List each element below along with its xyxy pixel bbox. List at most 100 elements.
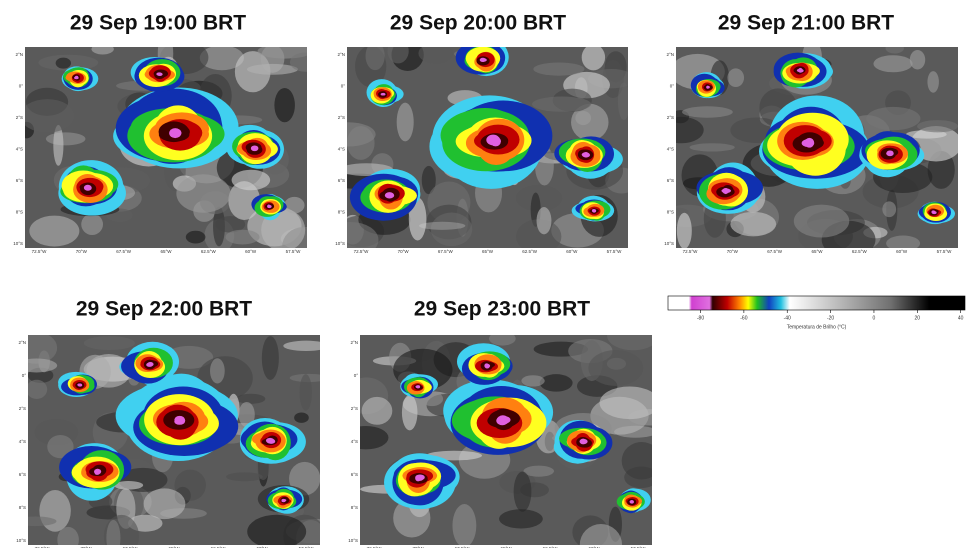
lon-label: 65°W — [811, 249, 823, 254]
lon-label: 60°W — [245, 249, 257, 254]
colorbar-tick-label: 20 — [915, 315, 921, 321]
cloud-texture — [231, 169, 271, 191]
cloud-texture — [247, 514, 307, 545]
satellite-image — [360, 335, 652, 545]
convective-cloud — [579, 438, 587, 445]
cloud-texture — [533, 62, 585, 76]
cloud-texture — [873, 55, 913, 73]
cloud-texture — [185, 230, 206, 244]
cloud-texture — [581, 47, 606, 71]
lat-label: 8°S — [351, 505, 358, 510]
convective-cloud — [146, 362, 153, 367]
lat-label: 4°S — [667, 147, 674, 152]
cloud-texture — [238, 401, 255, 428]
satellite-image — [676, 47, 958, 248]
cloud-texture — [544, 431, 555, 452]
lat-label: 2°S — [19, 406, 26, 411]
lat-label: 10°S — [16, 538, 26, 543]
convective-cloud — [629, 500, 634, 504]
cloud-texture — [274, 88, 295, 123]
cloud-texture — [103, 514, 140, 545]
cloud-texture — [513, 471, 532, 512]
cloud-texture — [421, 165, 436, 195]
cloud-texture — [226, 472, 263, 482]
cloud-texture — [885, 47, 904, 54]
convective-cloud — [886, 150, 894, 155]
panel-title: 29 Sep 20:00 BRT — [390, 12, 566, 35]
cloud-texture — [886, 235, 921, 248]
convective-cloud — [480, 58, 487, 62]
cloud-texture — [246, 63, 298, 75]
cloud-texture — [621, 442, 652, 480]
lat-label: 0° — [354, 373, 359, 378]
colorbar-tick-label: 40 — [958, 315, 964, 321]
convective-cloud — [484, 363, 489, 369]
cloud-texture — [617, 82, 628, 121]
lat-label: 4°S — [19, 439, 26, 444]
cloud-texture — [57, 526, 79, 545]
colorbar-tick-label: -60 — [740, 315, 747, 321]
convective-cloud — [592, 209, 597, 213]
cloud-texture — [91, 47, 114, 55]
colorbar-label: Temperatura de Brilho (°C) — [787, 324, 847, 330]
lon-label: 72.5°W — [354, 249, 370, 254]
lat-label: 2°N — [18, 340, 26, 345]
panel-title: 29 Sep 19:00 BRT — [70, 12, 246, 35]
lat-label: 8°S — [338, 210, 345, 215]
cloud-texture — [499, 509, 543, 529]
convective-cloud — [932, 211, 936, 214]
lon-label: 62.5°W — [201, 249, 217, 254]
cloud-texture — [727, 68, 745, 88]
colorbar-tick-label: -40 — [784, 315, 791, 321]
panel-title: 29 Sep 21:00 BRT — [718, 12, 894, 35]
cloud-texture — [143, 488, 186, 520]
lat-label: 10°S — [13, 241, 23, 246]
convective-cloud — [77, 383, 82, 387]
lon-label: 60°W — [896, 249, 908, 254]
convective-cloud — [416, 385, 421, 389]
cloud-texture — [28, 516, 57, 527]
cloud-texture — [299, 374, 312, 411]
cloud-texture — [215, 216, 246, 233]
lat-label: 8°S — [19, 505, 26, 510]
panel-title: 29 Sep 23:00 BRT — [414, 298, 590, 321]
lon-label: 57.5°W — [937, 249, 953, 254]
cloud-texture — [909, 50, 926, 70]
cloud-texture — [536, 207, 552, 235]
cloud-texture — [689, 143, 735, 152]
cloud-texture — [83, 336, 135, 351]
cloud-texture — [225, 229, 260, 245]
cloud-texture — [927, 71, 939, 93]
convective-cloud — [281, 498, 286, 503]
lon-label: 70°W — [76, 249, 88, 254]
cloud-texture — [730, 211, 777, 237]
cloud-texture — [452, 504, 477, 545]
convective-cloud — [722, 188, 730, 194]
cloud-texture — [489, 335, 516, 346]
lon-label: 67.5°W — [438, 249, 454, 254]
convective-cloud — [486, 134, 500, 146]
cloud-texture — [45, 132, 86, 146]
lat-label: 6°S — [16, 178, 23, 183]
lon-label: 70°W — [727, 249, 739, 254]
cloud-texture — [347, 122, 376, 147]
lat-label: 2°N — [15, 52, 23, 57]
colorbar — [667, 295, 966, 311]
cloud-texture — [599, 386, 652, 420]
convective-cloud — [156, 72, 162, 76]
cloud-texture — [579, 524, 623, 545]
cloud-texture — [532, 96, 592, 112]
lat-label: 0° — [341, 84, 346, 89]
cloud-texture — [917, 120, 958, 133]
lat-label: 6°S — [351, 472, 358, 477]
convective-cloud — [174, 415, 185, 424]
lat-label: 2°N — [350, 340, 358, 345]
satellite-image — [347, 47, 628, 248]
cloud-texture — [236, 393, 266, 404]
convective-cloud — [801, 139, 815, 148]
lat-label: 6°S — [338, 178, 345, 183]
lat-label: 10°S — [335, 241, 345, 246]
lon-label: 65°W — [160, 249, 172, 254]
cloud-texture — [360, 425, 389, 450]
